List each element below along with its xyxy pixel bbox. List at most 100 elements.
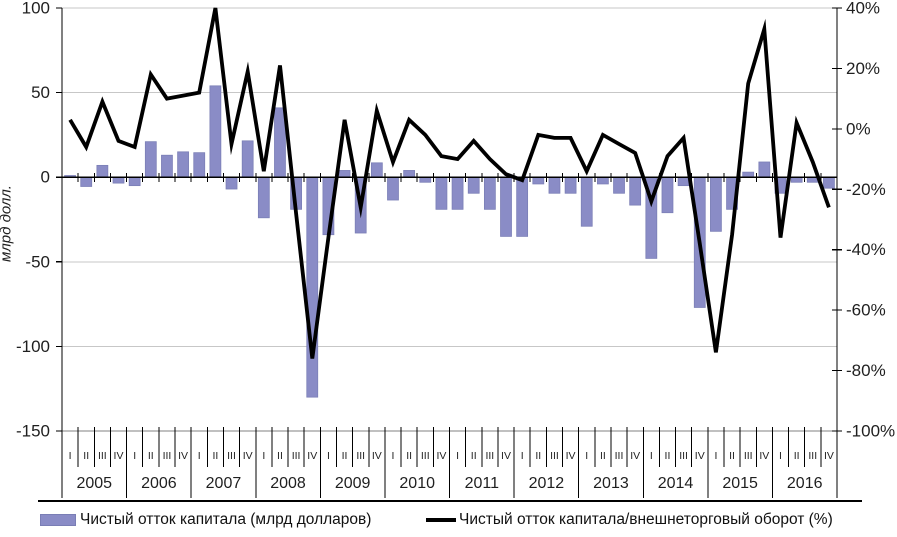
quarter-label: IV <box>372 450 382 462</box>
year-label: 2013 <box>593 475 629 492</box>
bar <box>177 151 189 178</box>
bar <box>419 176 432 183</box>
bar <box>112 176 125 184</box>
quarter-label: IV <box>243 450 253 462</box>
year-label: 2006 <box>141 475 177 492</box>
bar <box>661 176 674 214</box>
quarter-label: II <box>794 450 800 462</box>
quarter-label: IV <box>501 450 511 462</box>
quarter-label: I <box>392 450 395 462</box>
bar <box>758 161 771 178</box>
bar <box>403 170 416 178</box>
line-series-path <box>68 7 831 359</box>
quarter-label: I <box>650 450 653 462</box>
bar <box>580 176 593 227</box>
year-label: 2016 <box>787 475 823 492</box>
bar <box>710 176 722 232</box>
bar <box>790 176 803 183</box>
quarter-label: III <box>292 450 301 462</box>
right-axis-tick-label: -100% <box>846 422 895 441</box>
bar <box>144 141 157 178</box>
bar <box>629 176 642 206</box>
bar <box>516 176 529 237</box>
bar <box>241 140 254 178</box>
quarter-label: IV <box>695 450 705 462</box>
line-series-swatch <box>426 518 456 522</box>
quarter-label: II <box>83 450 89 462</box>
year-label: 2009 <box>335 475 371 492</box>
legend-divider <box>38 500 862 502</box>
bar <box>387 176 399 201</box>
legend-label-line: Чистый отток капитала/внешнеторговый обо… <box>459 511 833 528</box>
bar <box>161 154 173 178</box>
quarter-label: II <box>471 450 477 462</box>
quarter-label: III <box>615 450 624 462</box>
bar-series-swatch <box>40 514 76 526</box>
year-label: 2010 <box>399 475 435 492</box>
quarter-label: I <box>456 450 459 462</box>
bar <box>564 176 577 194</box>
quarter-label: II <box>277 450 283 462</box>
quarter-label: I <box>714 450 717 462</box>
legend-item-line: Чистый отток капитала/внешнеторговый обо… <box>426 511 833 529</box>
quarter-label: II <box>535 450 541 462</box>
bar <box>96 164 109 178</box>
bar <box>451 176 464 210</box>
left-axis-tick-label: 50 <box>31 83 50 102</box>
quarter-label: I <box>198 450 201 462</box>
left-axis-tick-label: 100 <box>22 0 50 18</box>
quarter-label: IV <box>824 450 834 462</box>
legend-item-bars: Чистый отток капитала (млрд долларов) <box>40 511 371 529</box>
bar <box>274 107 286 178</box>
bar <box>225 176 238 190</box>
bar <box>193 152 206 178</box>
bar <box>742 171 755 178</box>
right-axis-tick-label: -40% <box>846 240 886 259</box>
quarter-label: IV <box>178 450 188 462</box>
quarter-label: I <box>69 450 72 462</box>
quarter-label: III <box>679 450 688 462</box>
quarter-label: III <box>356 450 365 462</box>
quarter-label: I <box>521 450 524 462</box>
bar <box>483 176 496 210</box>
quarter-label: IV <box>436 450 446 462</box>
year-label: 2014 <box>658 475 694 492</box>
bar <box>128 176 141 187</box>
bar <box>613 176 625 194</box>
bar <box>548 176 561 194</box>
quarter-label: II <box>212 450 218 462</box>
quarter-label: II <box>729 450 735 462</box>
bar <box>435 176 448 210</box>
year-label: 2007 <box>206 475 242 492</box>
quarter-label: III <box>808 450 817 462</box>
left-axis-tick-label: 0 <box>41 168 50 187</box>
quarter-label: II <box>665 450 671 462</box>
bar <box>823 176 835 189</box>
bar <box>500 176 512 237</box>
year-label: 2008 <box>270 475 306 492</box>
quarter-label: I <box>585 450 588 462</box>
right-axis-tick-label: -20% <box>846 180 886 199</box>
quarter-label: III <box>550 450 559 462</box>
bar <box>597 176 609 185</box>
quarter-label: III <box>485 450 494 462</box>
quarter-label: III <box>227 450 236 462</box>
right-axis-tick-label: -60% <box>846 301 886 320</box>
quarter-label: II <box>600 450 606 462</box>
year-label: 2005 <box>76 475 112 492</box>
right-axis-tick-label: 40% <box>846 0 880 18</box>
quarter-label: IV <box>307 450 317 462</box>
quarter-label: I <box>133 450 136 462</box>
year-label: 2015 <box>722 475 758 492</box>
quarter-label: II <box>148 450 154 462</box>
quarter-label: III <box>744 450 753 462</box>
quarter-label: II <box>406 450 412 462</box>
bar <box>209 85 222 178</box>
right-axis-tick-label: 20% <box>846 59 880 78</box>
bar <box>677 176 690 187</box>
quarter-label: I <box>262 450 265 462</box>
bar <box>80 176 93 187</box>
quarter-label: I <box>779 450 782 462</box>
